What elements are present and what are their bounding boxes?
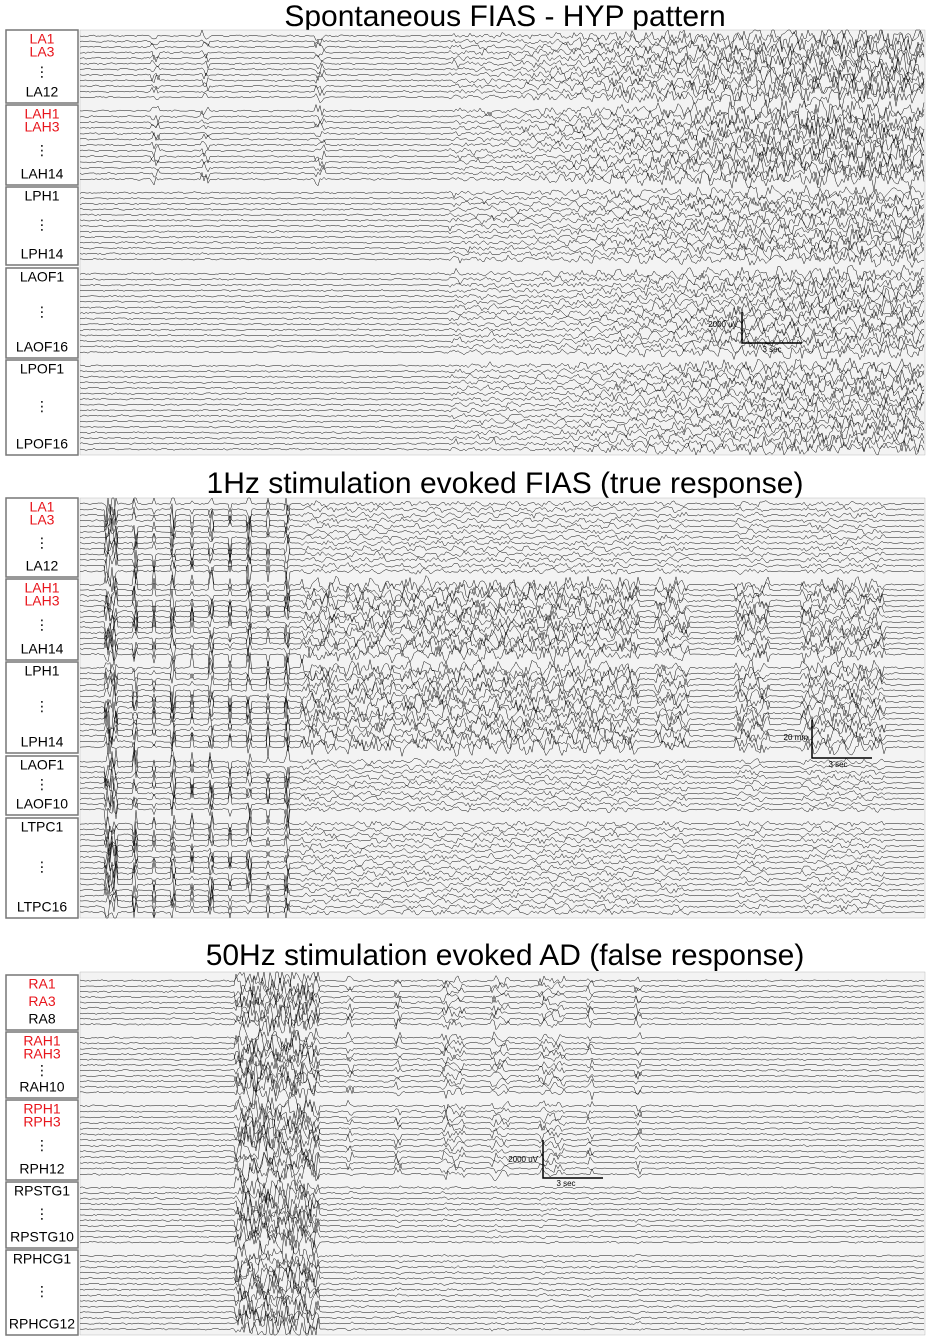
channel-label: ⋮ <box>35 1206 49 1222</box>
channel-label: LPH1 <box>24 188 59 204</box>
channel-label: RPSTG10 <box>10 1229 74 1245</box>
channel-label: RPHCG12 <box>9 1316 75 1332</box>
channel-label: ⋮ <box>35 398 49 414</box>
channel-label: LPOF16 <box>16 436 68 452</box>
channel-label: LPH1 <box>24 663 59 679</box>
channel-label: LPOF1 <box>20 361 65 377</box>
channel-label: ⋮ <box>35 859 49 875</box>
channel-label: LAOF10 <box>16 796 68 812</box>
panel: Spontaneous FIAS - HYP pattern LA1LA3 ⋮ LA1… <box>6 0 925 455</box>
channel-label: LAH3 <box>24 119 59 135</box>
channel-label: LA3 <box>30 512 55 528</box>
channel-label: ⋮ <box>35 142 49 158</box>
channel-label: RPH12 <box>19 1161 64 1177</box>
channel-label: ⋮ <box>35 617 49 633</box>
channel-label: ⋮ <box>35 698 49 714</box>
channel-label: ⋮ <box>35 1137 49 1153</box>
panel-title: 50Hz stimulation evoked AD (false respon… <box>206 939 805 972</box>
trace-area <box>80 30 925 455</box>
channel-label: ⋮ <box>35 1283 49 1299</box>
channel-label: LAOF1 <box>20 269 65 285</box>
channel-label: ⋮ <box>35 1062 49 1078</box>
channel-label: LAOF16 <box>16 339 68 355</box>
trace-area <box>80 972 925 1335</box>
channel-label: ⋮ <box>35 535 49 551</box>
scale-amplitude: 2000 uV <box>708 320 738 329</box>
channel-label: RPHCG1 <box>13 1251 72 1267</box>
channel-label: RPH3 <box>23 1114 61 1130</box>
channel-label: LAH14 <box>21 641 64 657</box>
channel-label: ⋮ <box>35 64 49 80</box>
channel-label: LTPC16 <box>17 899 68 915</box>
channel-label: ⋮ <box>35 776 49 792</box>
channel-label: RAH3 <box>23 1046 61 1062</box>
channel-label: LTPC1 <box>21 819 64 835</box>
channel-label: LA12 <box>26 84 59 100</box>
scale-time: 3 sec <box>828 760 847 769</box>
scale-amplitude: 20 mm <box>784 733 809 742</box>
panel: 1Hz stimulation evoked FIAS (true respon… <box>6 467 925 918</box>
channel-label: RAH10 <box>19 1079 64 1095</box>
panel: 50Hz stimulation evoked AD (false respon… <box>6 939 925 1335</box>
panel-title: Spontaneous FIAS - HYP pattern <box>284 0 725 33</box>
scale-amplitude: 2000 uV <box>508 1155 538 1164</box>
scale-time: 3 sec <box>762 345 781 354</box>
channel-label: LPH14 <box>21 734 64 750</box>
channel-label: ⋮ <box>35 217 49 233</box>
channel-label: RA1 <box>28 976 55 992</box>
channel-label: LA12 <box>26 558 59 574</box>
channel-label: RPSTG1 <box>14 1183 70 1199</box>
channel-label: LA3 <box>30 44 55 60</box>
panel-title: 1Hz stimulation evoked FIAS (true respon… <box>207 467 804 500</box>
channel-label: LAOF1 <box>20 757 65 773</box>
channel-label: LAH14 <box>21 166 64 182</box>
channel-label: RA8 <box>28 1011 55 1027</box>
channel-label: LPH14 <box>21 246 64 262</box>
channel-label: LAH3 <box>24 593 59 609</box>
channel-label: ⋮ <box>35 304 49 320</box>
scale-time: 3 sec <box>556 1179 575 1188</box>
channel-label: RA3 <box>28 993 55 1009</box>
